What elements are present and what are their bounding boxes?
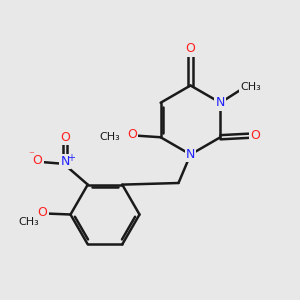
Text: O: O <box>32 154 42 167</box>
Text: N: N <box>186 148 195 161</box>
Text: CH₃: CH₃ <box>18 217 39 227</box>
Text: O: O <box>250 129 260 142</box>
Text: O: O <box>186 42 195 56</box>
Text: O: O <box>127 128 137 141</box>
Text: N: N <box>61 155 70 168</box>
Text: O: O <box>60 131 70 144</box>
Text: CH₃: CH₃ <box>240 82 261 92</box>
Text: N: N <box>216 96 225 109</box>
Text: ⁻: ⁻ <box>28 151 34 160</box>
Text: CH₃: CH₃ <box>100 132 121 142</box>
Text: +: + <box>67 153 75 163</box>
Text: O: O <box>38 206 47 219</box>
